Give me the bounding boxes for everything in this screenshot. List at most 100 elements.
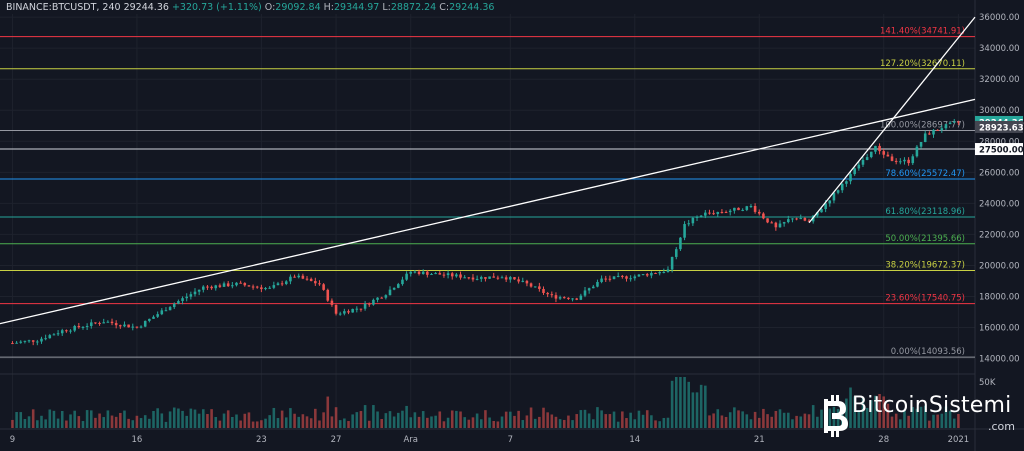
volume-bar bbox=[484, 410, 487, 428]
volume-bar bbox=[143, 415, 147, 428]
candle-body bbox=[600, 278, 603, 282]
open-label: O: bbox=[264, 2, 276, 13]
candle-body bbox=[322, 284, 325, 290]
candle-body bbox=[36, 341, 39, 343]
volume-bar bbox=[231, 416, 234, 428]
volume-bar bbox=[197, 413, 201, 428]
candle-body bbox=[695, 216, 699, 218]
volume-bar bbox=[583, 409, 587, 428]
volume-bar bbox=[417, 416, 421, 428]
volume-bar bbox=[343, 418, 346, 428]
volume-bar bbox=[185, 415, 188, 428]
candle-body bbox=[687, 223, 691, 225]
candle-body bbox=[231, 285, 234, 287]
volume-bar bbox=[450, 410, 454, 428]
volume-bar bbox=[268, 415, 271, 428]
candle-body bbox=[546, 292, 549, 295]
candle-body bbox=[442, 274, 446, 276]
volume-bar bbox=[467, 419, 471, 428]
volume-bar bbox=[803, 413, 807, 428]
volume-bar bbox=[816, 416, 819, 428]
volume-bar bbox=[874, 395, 877, 428]
volume-bar bbox=[305, 416, 309, 428]
fibonacci-levels: 141.40%(34741.91) 127.20%(32670.11) 100.00… bbox=[0, 27, 975, 358]
candle-body bbox=[289, 276, 292, 282]
volume-bar bbox=[828, 408, 832, 428]
candle-body bbox=[550, 294, 554, 296]
volume-bar bbox=[355, 412, 359, 428]
candle-body bbox=[421, 271, 425, 275]
brand-suffix: .com bbox=[988, 420, 1015, 433]
candle-body bbox=[235, 282, 238, 286]
candle-body bbox=[69, 330, 72, 332]
volume-bar bbox=[284, 417, 288, 428]
candle-body bbox=[816, 212, 819, 216]
volume-bar bbox=[911, 407, 915, 428]
price-tick-label: 16000.00 bbox=[979, 324, 1020, 334]
candle-body bbox=[243, 283, 247, 286]
volume-bar bbox=[849, 387, 852, 428]
candle-body bbox=[621, 275, 624, 277]
candle-body bbox=[27, 340, 31, 342]
candle-body bbox=[380, 297, 383, 299]
volume-bar bbox=[542, 407, 545, 428]
volume-bar bbox=[716, 409, 720, 428]
candle-body bbox=[168, 307, 172, 311]
volume-bar bbox=[110, 415, 114, 428]
volume-bar bbox=[728, 412, 732, 428]
fib-level-label: 38.20%(19672.37) bbox=[885, 261, 965, 271]
candle-body bbox=[347, 311, 350, 313]
candle-body bbox=[874, 145, 877, 152]
volume-bar bbox=[587, 413, 591, 428]
candle-body bbox=[861, 159, 865, 165]
volume-bar bbox=[774, 410, 778, 428]
candle-body bbox=[338, 313, 342, 315]
candle-body bbox=[305, 278, 309, 280]
candle-body bbox=[247, 285, 251, 287]
candle-body bbox=[143, 320, 147, 327]
candle-body bbox=[372, 299, 375, 305]
volume-bar bbox=[127, 418, 130, 428]
candle-body bbox=[260, 287, 263, 290]
time-tick-label: 28 bbox=[878, 435, 889, 445]
candle-body bbox=[214, 285, 218, 289]
brand-watermark: BitcoinSistemi .com bbox=[822, 393, 1022, 439]
price-change: +320.73 (+1.11%) bbox=[171, 2, 262, 13]
candle-body bbox=[65, 330, 68, 332]
candle-body bbox=[85, 325, 89, 327]
candle-body bbox=[206, 286, 209, 288]
candle-body bbox=[334, 304, 338, 314]
high-label: H: bbox=[323, 2, 335, 13]
volume-bar bbox=[222, 413, 226, 428]
fib-level-label: 23.60%(17540.75) bbox=[885, 294, 965, 304]
volume-bar bbox=[554, 416, 558, 428]
price-tick-label: 34000.00 bbox=[979, 44, 1020, 54]
volume-bar bbox=[156, 408, 159, 428]
candle-body bbox=[156, 314, 159, 317]
candle-body bbox=[869, 151, 873, 158]
volume-bar bbox=[745, 414, 749, 428]
candle-body bbox=[222, 283, 226, 287]
candle-body bbox=[148, 318, 151, 321]
volume-bar bbox=[865, 407, 869, 428]
brand-name: BitcoinSistemi bbox=[852, 393, 1012, 418]
candle-body bbox=[774, 222, 778, 228]
candle-body bbox=[517, 279, 520, 282]
volume-bar bbox=[106, 410, 110, 428]
candle-body bbox=[409, 271, 413, 274]
volume-bar bbox=[737, 410, 740, 428]
volume-bar bbox=[27, 416, 31, 428]
volume-bar bbox=[56, 418, 60, 428]
candle-body bbox=[56, 333, 60, 335]
candle-body bbox=[123, 324, 126, 327]
candle-body bbox=[674, 249, 678, 257]
candle-body bbox=[164, 310, 168, 312]
candle-body bbox=[81, 326, 85, 328]
candle-body bbox=[426, 271, 429, 275]
candle-body bbox=[15, 342, 18, 344]
candle-body bbox=[571, 298, 574, 300]
symbol-label[interactable]: BINANCE:BTCUSDT, 240 bbox=[6, 2, 121, 13]
candle-body bbox=[604, 278, 608, 280]
candle-body bbox=[799, 218, 803, 220]
